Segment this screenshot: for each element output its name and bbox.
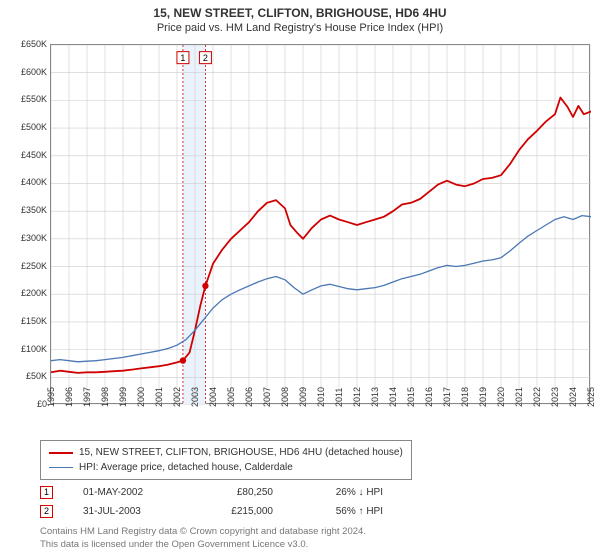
legend-row: 15, NEW STREET, CLIFTON, BRIGHOUSE, HD6 … <box>49 445 403 460</box>
y-tick-label: £350K <box>1 205 47 215</box>
chart-svg: 12 <box>51 45 591 405</box>
license-line-2: This data is licensed under the Open Gov… <box>40 539 308 550</box>
y-tick-label: £150K <box>1 316 47 326</box>
x-tick-label: 2008 <box>280 377 290 407</box>
legend-swatch <box>49 467 73 468</box>
y-tick-label: £300K <box>1 233 47 243</box>
x-tick-label: 2009 <box>298 377 308 407</box>
marker-number-box: 1 <box>40 486 53 499</box>
x-tick-label: 2017 <box>442 377 452 407</box>
y-tick-label: £500K <box>1 122 47 132</box>
x-tick-label: 2001 <box>154 377 164 407</box>
chart-subtitle: Price paid vs. HM Land Registry's House … <box>0 20 600 38</box>
x-tick-label: 2005 <box>226 377 236 407</box>
y-tick-label: £50K <box>1 371 47 381</box>
x-tick-label: 1996 <box>64 377 74 407</box>
x-tick-label: 2011 <box>334 377 344 407</box>
marker-date: 01-MAY-2002 <box>83 487 173 498</box>
x-tick-label: 2013 <box>370 377 380 407</box>
x-tick-label: 2007 <box>262 377 272 407</box>
x-tick-label: 2020 <box>496 377 506 407</box>
y-tick-label: £250K <box>1 261 47 271</box>
x-tick-label: 1995 <box>46 377 56 407</box>
license-line-1: Contains HM Land Registry data © Crown c… <box>40 526 366 537</box>
x-tick-label: 2002 <box>172 377 182 407</box>
legend-row: HPI: Average price, detached house, Cald… <box>49 460 403 475</box>
marker-delta: 56% ↑ HPI <box>303 506 383 517</box>
marker-number-box: 2 <box>40 505 53 518</box>
chart-plot-area: 12 <box>50 44 590 404</box>
x-tick-label: 2014 <box>388 377 398 407</box>
x-tick-label: 2000 <box>136 377 146 407</box>
marker-row: 1 01-MAY-2002 £80,250 26% ↓ HPI <box>40 486 580 499</box>
x-tick-label: 2022 <box>532 377 542 407</box>
legend-label: 15, NEW STREET, CLIFTON, BRIGHOUSE, HD6 … <box>79 445 403 460</box>
y-tick-label: £450K <box>1 150 47 160</box>
x-tick-label: 2004 <box>208 377 218 407</box>
marker-price: £80,250 <box>203 487 273 498</box>
chart-title: 15, NEW STREET, CLIFTON, BRIGHOUSE, HD6 … <box>0 0 600 20</box>
x-tick-label: 1999 <box>118 377 128 407</box>
marker-date: 31-JUL-2003 <box>83 506 173 517</box>
marker-row: 2 31-JUL-2003 £215,000 56% ↑ HPI <box>40 505 580 518</box>
x-tick-label: 2021 <box>514 377 524 407</box>
y-tick-label: £200K <box>1 288 47 298</box>
y-tick-label: £550K <box>1 94 47 104</box>
marker-delta: 26% ↓ HPI <box>303 487 383 498</box>
x-tick-label: 2025 <box>586 377 596 407</box>
svg-text:2: 2 <box>203 53 208 63</box>
x-tick-label: 2015 <box>406 377 416 407</box>
x-tick-label: 1998 <box>100 377 110 407</box>
legend-label: HPI: Average price, detached house, Cald… <box>79 460 293 475</box>
x-tick-label: 2012 <box>352 377 362 407</box>
license-text: Contains HM Land Registry data © Crown c… <box>40 526 580 552</box>
y-tick-label: £400K <box>1 177 47 187</box>
marker-table: 1 01-MAY-2002 £80,250 26% ↓ HPI 2 31-JUL-2003… <box>40 486 580 518</box>
legend-swatch <box>49 452 73 454</box>
y-tick-label: £600K <box>1 67 47 77</box>
x-tick-label: 2024 <box>568 377 578 407</box>
svg-text:1: 1 <box>180 53 185 63</box>
x-tick-label: 2010 <box>316 377 326 407</box>
y-tick-label: £0 <box>1 399 47 409</box>
x-tick-label: 2016 <box>424 377 434 407</box>
y-tick-label: £100K <box>1 344 47 354</box>
x-tick-label: 2006 <box>244 377 254 407</box>
marker-price: £215,000 <box>203 506 273 517</box>
y-tick-label: £650K <box>1 39 47 49</box>
x-tick-label: 2019 <box>478 377 488 407</box>
x-tick-label: 2018 <box>460 377 470 407</box>
x-tick-label: 2003 <box>190 377 200 407</box>
x-tick-label: 2023 <box>550 377 560 407</box>
legend-box: 15, NEW STREET, CLIFTON, BRIGHOUSE, HD6 … <box>40 440 412 480</box>
chart-footer: 15, NEW STREET, CLIFTON, BRIGHOUSE, HD6 … <box>40 440 580 552</box>
x-tick-label: 1997 <box>82 377 92 407</box>
